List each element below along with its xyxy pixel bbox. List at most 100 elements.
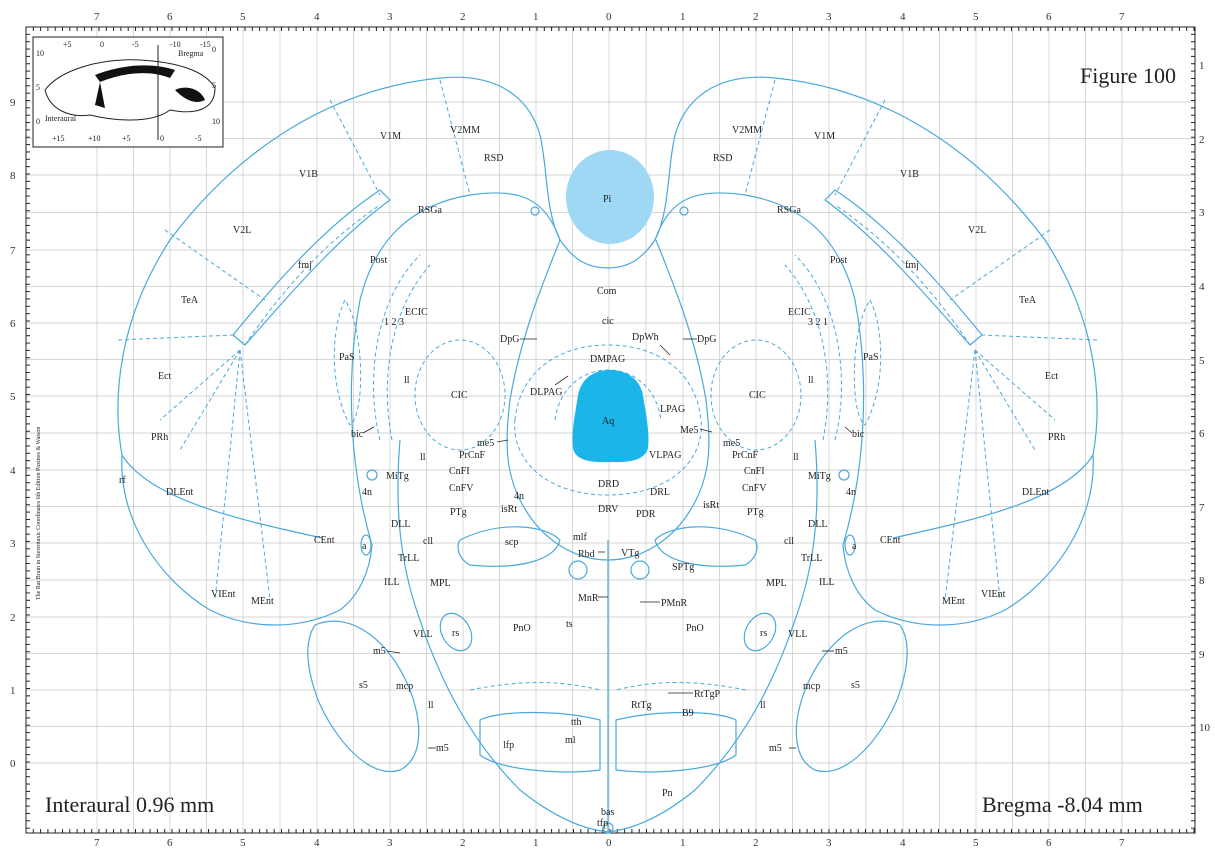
region-fmj-left: fmj xyxy=(298,260,312,271)
region-pas-right: PaS xyxy=(863,352,879,363)
inset-bregma-label: Bregma xyxy=(178,49,204,58)
region-ill-left: ILL xyxy=(384,577,400,588)
inset-right-number: 0 xyxy=(212,45,216,54)
region-m5-left-2: m5 xyxy=(436,743,449,754)
region-m5-right-2: m5 xyxy=(769,743,782,754)
region-b9: B9 xyxy=(682,708,694,719)
inset-left-number: 0 xyxy=(36,117,40,126)
cerebral-aqueduct xyxy=(572,370,649,463)
region-lpag: LPAG xyxy=(660,404,685,415)
region-rs-right: rs xyxy=(760,628,767,639)
region-ptg-left: PTg xyxy=(450,507,467,518)
inset-top-number: +5 xyxy=(63,40,72,49)
inset-left-number: 5 xyxy=(36,83,40,92)
side-publication-text: The Rat Brain in Stereotaxic Coordinates… xyxy=(36,427,42,600)
region-ts: ts xyxy=(566,619,573,630)
region-mcp-left: mcp xyxy=(396,681,413,692)
scale-right-label: 3 xyxy=(1199,207,1205,219)
region-vlpag: VLPAG xyxy=(649,450,681,461)
region-v1m-left: V1M xyxy=(380,131,401,142)
inset-interaural-label: Interaural xyxy=(45,114,77,123)
scale-top-label: 6 xyxy=(1046,11,1052,23)
region-isrt-left: isRt xyxy=(501,504,517,515)
scale-top-label: 5 xyxy=(240,11,246,23)
inset-top-number: -15 xyxy=(200,40,211,49)
scale-bottom-label: 1 xyxy=(533,837,539,849)
scale-top-label: 3 xyxy=(387,11,393,23)
region-vtg: VTg xyxy=(621,548,639,559)
inset-right-number: 10 xyxy=(212,117,220,126)
region-rsd-left: RSD xyxy=(484,153,503,164)
region-cent-right: CEnt xyxy=(880,535,901,546)
scale-top-label: 4 xyxy=(314,11,320,23)
region-drv: DRV xyxy=(598,504,619,515)
region-prh-right: PRh xyxy=(1048,432,1065,443)
scale-right-label: 5 xyxy=(1199,355,1205,367)
leader-lines xyxy=(362,338,853,749)
scale-right-label: 2 xyxy=(1199,134,1205,146)
region-sptg: SPTg xyxy=(672,562,694,573)
region-ptg-right: PTg xyxy=(747,507,764,518)
scale-bottom-label: 2 xyxy=(460,837,466,849)
inset-right-number: 5 xyxy=(212,81,216,90)
figure-label: Figure 100 xyxy=(1080,63,1176,88)
region-ll-right-2: ll xyxy=(793,452,799,463)
inset-bottom-number: -5 xyxy=(195,134,202,143)
region-mitg-right: MiTg xyxy=(808,471,831,482)
region-s5-left: s5 xyxy=(359,680,368,691)
scale-left-label: 9 xyxy=(10,97,16,109)
region-rsd-right: RSD xyxy=(713,153,732,164)
region-rs-left: rs xyxy=(452,628,459,639)
region-pmnr: PMnR xyxy=(661,598,687,609)
inset-labels: Bregma Interaural xyxy=(45,49,204,123)
scale-bottom-label: 3 xyxy=(387,837,393,849)
region-bas: bas xyxy=(601,807,614,818)
region-dlent-left: DLEnt xyxy=(166,487,193,498)
scale-left-label: 7 xyxy=(10,245,16,257)
region-v1b-right: V1B xyxy=(900,169,919,180)
inset-top-number: 0 xyxy=(100,40,104,49)
region-v2mm-left: V2MM xyxy=(450,125,480,136)
scale-top-label: 5 xyxy=(973,11,979,23)
region-v2l-right: V2L xyxy=(968,225,986,236)
region-ll-right-1: ll xyxy=(808,375,814,386)
scale-bottom-label: 1 xyxy=(680,837,686,849)
inset-left-number: 10 xyxy=(36,49,44,58)
region-vll-right: VLL xyxy=(788,629,807,640)
region-ecic-left: ECIC xyxy=(405,307,428,318)
scale-top-label: 1 xyxy=(533,11,539,23)
region-layers-right: 3 2 1 xyxy=(808,317,828,328)
inset-bottom-number: +10 xyxy=(88,134,101,143)
scale-top-label: 7 xyxy=(1119,11,1125,23)
scale-top-label: 1 xyxy=(680,11,686,23)
inset-top-number: -5 xyxy=(132,40,139,49)
interaural-label: Interaural 0.96 mm xyxy=(45,792,214,817)
region-cnfi-right: CnFI xyxy=(744,466,765,477)
region-vient-right: VIEnt xyxy=(981,589,1006,600)
scale-left-label: 5 xyxy=(10,391,16,403)
region-rttg: RtTg xyxy=(631,700,652,711)
region-com: Com xyxy=(597,286,617,297)
region-4n-left: 4n xyxy=(362,487,372,498)
scale-bottom-label: 7 xyxy=(94,837,100,849)
region-layers-left: 1 2 3 xyxy=(384,317,404,328)
region-prcnf-right: PrCnF xyxy=(732,450,759,461)
region-a-right: a xyxy=(852,541,857,552)
region-v1b-left: V1B xyxy=(299,169,318,180)
region-lfp: lfp xyxy=(503,740,514,751)
region-scp: scp xyxy=(505,537,518,548)
region-pno-left: PnO xyxy=(513,623,531,634)
scale-bottom-label: 2 xyxy=(753,837,759,849)
region-ect-right: Ect xyxy=(1045,371,1059,382)
scale-bottom-label: 7 xyxy=(1119,837,1125,849)
region-fmj-right: fmj xyxy=(905,260,919,271)
region-tea-right: TeA xyxy=(1019,295,1037,306)
scale-left-label: 0 xyxy=(10,758,16,770)
region-ll-left-1: ll xyxy=(404,375,410,386)
region-dmpag: DMPAG xyxy=(590,354,625,365)
region-cnfv-left: CnFV xyxy=(449,483,474,494)
region-mpl-left: MPL xyxy=(430,578,451,589)
scale-top-label: 3 xyxy=(826,11,832,23)
region-mlf: mlf xyxy=(573,532,588,543)
